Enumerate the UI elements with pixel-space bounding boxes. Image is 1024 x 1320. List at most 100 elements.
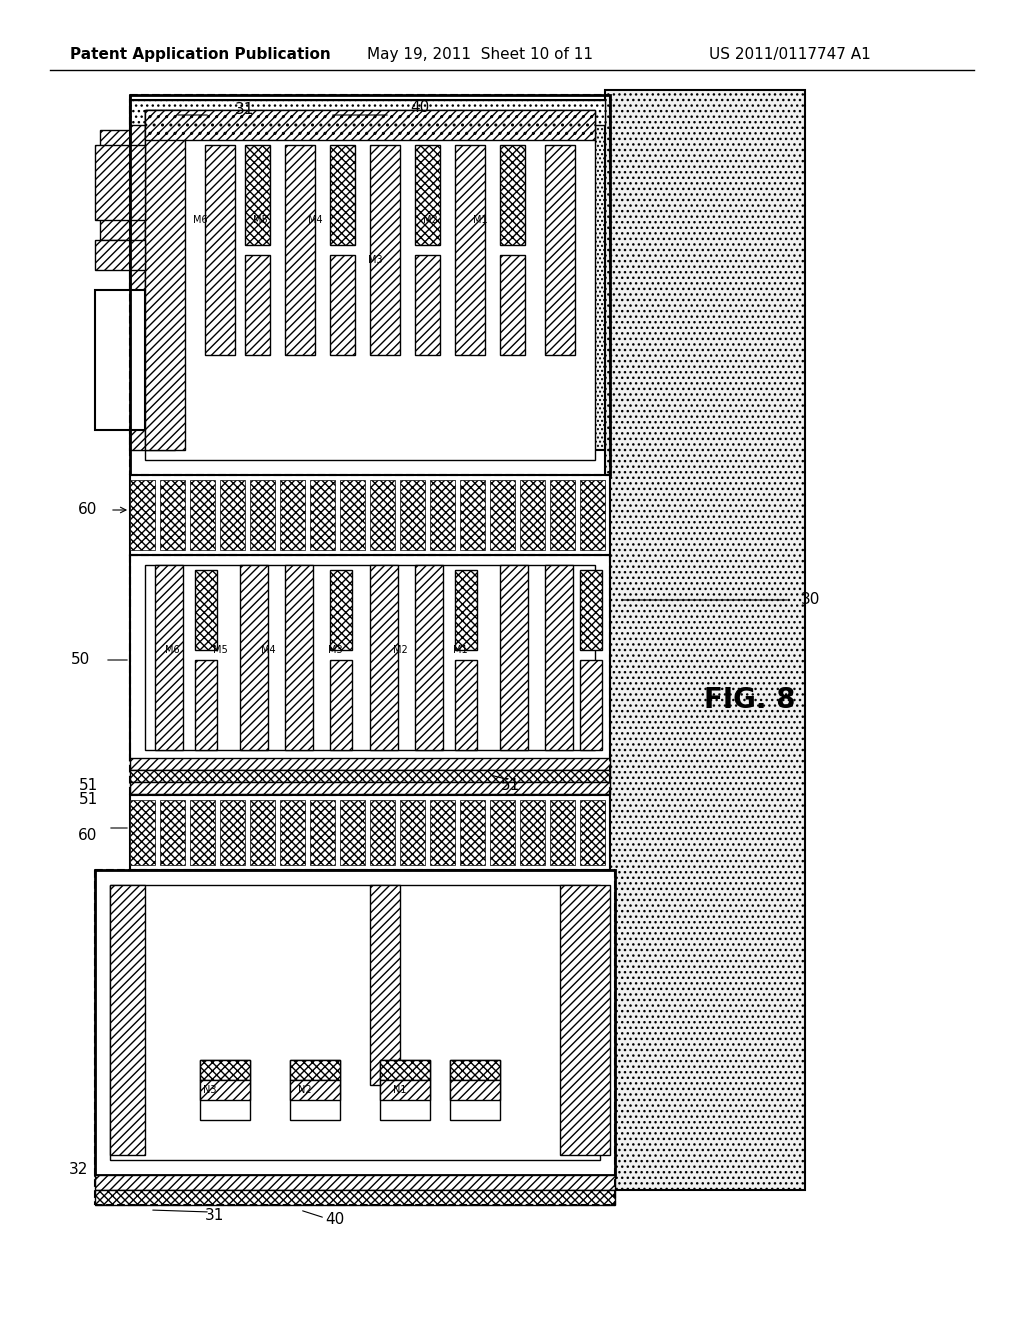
Bar	[110, 884, 600, 1160]
Bar	[605, 90, 805, 1191]
Bar	[200, 1060, 250, 1119]
Bar	[245, 145, 270, 246]
Bar	[370, 565, 398, 750]
Bar	[460, 480, 485, 550]
Bar	[500, 145, 525, 246]
Text: N2: N2	[298, 1085, 312, 1096]
Bar	[145, 110, 595, 459]
Bar	[240, 565, 268, 750]
Text: 50: 50	[71, 652, 90, 668]
Text: M1: M1	[473, 215, 487, 224]
Bar	[145, 565, 595, 750]
Bar	[380, 1060, 430, 1119]
Bar	[340, 480, 365, 550]
Bar	[455, 660, 477, 750]
Text: 60: 60	[78, 828, 97, 842]
Bar	[560, 884, 610, 1155]
Bar	[205, 145, 234, 355]
Bar	[450, 1080, 500, 1100]
Bar	[330, 145, 355, 246]
Bar	[370, 480, 395, 550]
Bar	[95, 870, 615, 1175]
Bar	[400, 800, 425, 865]
Text: M4: M4	[261, 645, 275, 655]
Bar	[330, 660, 352, 750]
Bar	[380, 1080, 430, 1100]
Bar	[455, 145, 485, 355]
Bar	[415, 565, 443, 750]
Text: 51: 51	[79, 792, 97, 808]
Bar	[130, 795, 610, 870]
Text: M6: M6	[165, 645, 179, 655]
Text: N3: N3	[203, 1085, 217, 1096]
Bar	[290, 1060, 340, 1080]
Bar	[455, 570, 477, 649]
Bar	[130, 554, 610, 760]
Text: M5: M5	[253, 215, 267, 224]
Text: M2: M2	[392, 645, 408, 655]
Text: 40: 40	[411, 100, 430, 116]
Bar	[145, 110, 595, 140]
Bar	[430, 480, 455, 550]
Text: M3: M3	[368, 255, 382, 265]
Bar	[200, 1080, 250, 1100]
Bar	[130, 800, 155, 865]
Bar	[520, 800, 545, 865]
Bar	[130, 770, 610, 781]
Bar	[280, 480, 305, 550]
Bar	[290, 1060, 340, 1119]
Bar	[130, 758, 610, 770]
Bar	[580, 800, 605, 865]
Bar	[95, 145, 145, 220]
Bar	[380, 1060, 430, 1080]
Bar	[460, 800, 485, 865]
Text: US 2011/0117747 A1: US 2011/0117747 A1	[710, 48, 870, 62]
Bar	[190, 480, 215, 550]
Text: M4: M4	[307, 215, 323, 224]
Bar	[310, 800, 335, 865]
Bar	[370, 800, 395, 865]
Bar	[285, 565, 313, 750]
Bar	[130, 100, 175, 450]
Bar	[95, 1175, 615, 1191]
Bar	[500, 255, 525, 355]
Bar	[95, 1191, 615, 1205]
Text: May 19, 2011  Sheet 10 of 11: May 19, 2011 Sheet 10 of 11	[367, 48, 593, 62]
Bar	[250, 480, 275, 550]
Bar	[285, 145, 315, 355]
Bar	[490, 480, 515, 550]
Bar	[145, 565, 595, 750]
Bar	[130, 100, 605, 450]
Bar	[145, 110, 185, 450]
Bar	[155, 565, 183, 750]
Bar	[545, 565, 573, 750]
Bar	[130, 480, 155, 550]
Text: 51: 51	[79, 777, 97, 792]
Bar	[160, 800, 185, 865]
Text: M2: M2	[423, 215, 437, 224]
Bar	[130, 781, 610, 795]
Bar	[110, 884, 145, 1155]
Bar	[430, 800, 455, 865]
Bar	[290, 1080, 340, 1100]
Bar	[310, 480, 335, 550]
Bar	[330, 255, 355, 355]
Bar	[195, 660, 217, 750]
Bar	[220, 800, 245, 865]
Text: 40: 40	[326, 1213, 345, 1228]
Bar	[550, 800, 575, 865]
Bar	[95, 240, 145, 271]
Bar	[130, 475, 610, 554]
Bar	[500, 565, 528, 750]
Bar	[415, 145, 440, 246]
Bar	[450, 1060, 500, 1080]
Bar	[370, 145, 400, 355]
Text: M3: M3	[328, 645, 342, 655]
Bar	[250, 800, 275, 865]
Bar	[190, 800, 215, 865]
Text: M5: M5	[213, 645, 227, 655]
Text: 31: 31	[206, 1208, 224, 1222]
Text: 31: 31	[236, 103, 255, 117]
Bar	[130, 95, 610, 475]
Bar	[245, 255, 270, 355]
